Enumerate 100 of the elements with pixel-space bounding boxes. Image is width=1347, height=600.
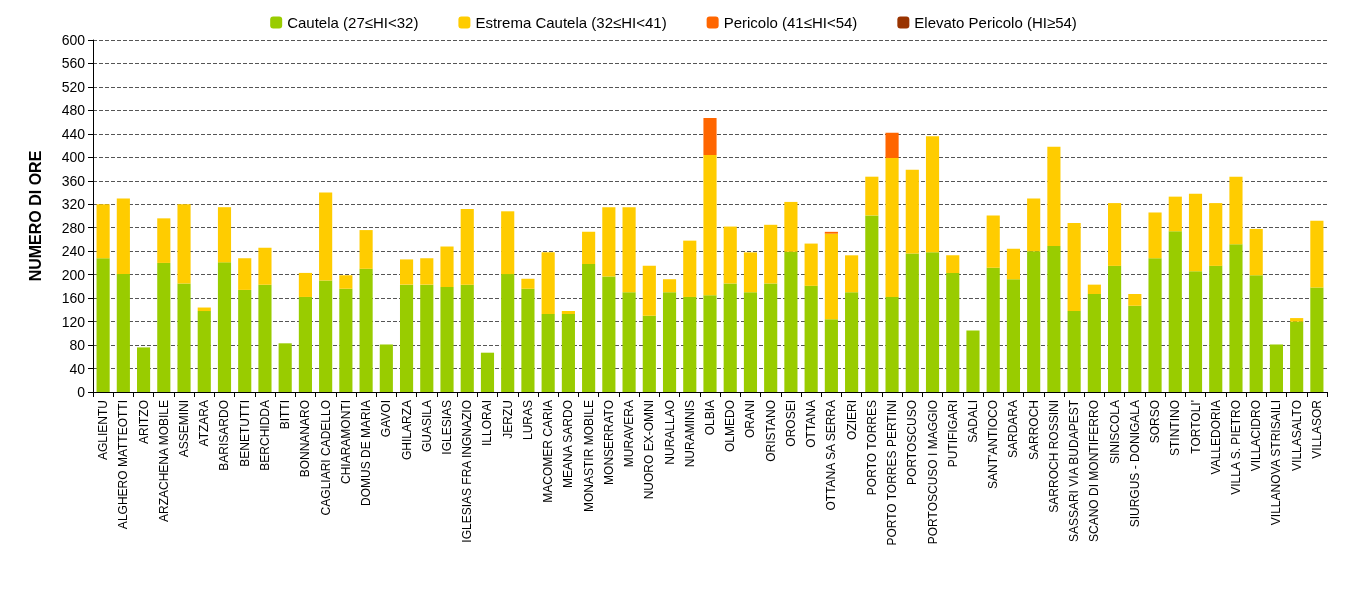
y-tick-label: 40: [69, 360, 86, 377]
bar: [1128, 305, 1142, 392]
bar: [824, 233, 838, 320]
y-tick-label: 160: [61, 290, 86, 307]
x-tick-label: ARITZO: [136, 400, 151, 444]
bar: [966, 330, 980, 392]
x-tick-label: SINISCOLA: [1107, 400, 1122, 465]
bar: [1087, 294, 1101, 392]
bar: [743, 292, 758, 392]
bar: [1310, 220, 1324, 288]
y-tick-label: 480: [61, 102, 86, 119]
x-tick-label: ATZARA: [197, 400, 212, 447]
x-tick-label: VILLANOVA STRISAILI: [1269, 400, 1284, 526]
bar: [319, 192, 333, 281]
x-tick-label: PORTOSCUSO: [905, 400, 920, 485]
bar: [137, 347, 151, 392]
bar: [946, 272, 960, 392]
x-tick-label: ORANI: [743, 400, 758, 439]
bar: [683, 240, 697, 297]
bar: [1229, 244, 1243, 392]
legend-label: Cautela (27≤HI<32): [287, 14, 419, 31]
x-tick-label: DOMUS DE MARIA: [359, 400, 374, 507]
x-tick-label: NURAMINIS: [682, 400, 697, 468]
bar: [1108, 203, 1122, 266]
bar: [602, 207, 616, 277]
x-tick-label: ILLORAI: [480, 400, 495, 447]
x-tick-label: SCANO DI MONTIFERRO: [1087, 400, 1102, 543]
x-tick-label: SARDARA: [1006, 400, 1021, 459]
y-tick-label: 560: [61, 55, 86, 72]
x-tick-label: VILLASOR: [1309, 399, 1324, 459]
x-tick-label: PORTOSCUSO I MAGGIO: [925, 400, 940, 545]
x-tick-label: MEANA SARDO: [561, 400, 576, 489]
bar: [420, 284, 434, 392]
bar: [359, 268, 373, 392]
bar: [238, 258, 252, 290]
x-tick-label: GAVOI: [379, 400, 394, 438]
bar: [1269, 344, 1283, 392]
x-tick-label: AGLIENTU: [96, 400, 111, 461]
x-tick-label: STINTINO: [1168, 400, 1183, 456]
y-tick-label: 600: [61, 32, 86, 48]
x-tick-label: BITTI: [278, 400, 293, 430]
bar: [925, 252, 940, 392]
bar: [865, 176, 879, 216]
bar: [96, 258, 110, 392]
bar: [764, 224, 778, 284]
x-tick-label: OTTANA SA SERRA: [824, 400, 839, 511]
bar: [1047, 146, 1061, 246]
x-tick-label: ASSEMINI: [177, 400, 192, 458]
bar: [217, 262, 232, 392]
x-tick-label: MACOMER CARIA: [541, 400, 556, 503]
bar: [1006, 248, 1021, 280]
bar: [622, 207, 636, 293]
x-tick-label: MURAVERA: [622, 400, 637, 468]
x-tick-label: PORTO TORRES: [864, 400, 879, 496]
bar: [986, 215, 1000, 268]
x-tick-label: CAGLIARI CADELLO: [318, 400, 333, 516]
y-tick-label: 280: [61, 219, 86, 236]
bar: [1087, 284, 1101, 295]
bar: [116, 274, 130, 392]
x-tick-label: ALGHERO MATTEOTTI: [116, 400, 131, 530]
x-tick-label: SARROCH ROSSINI: [1046, 400, 1061, 513]
bar: [582, 264, 596, 392]
bar: [197, 311, 211, 392]
x-tick-label: SORSO: [1148, 400, 1163, 444]
x-tick-label: OZIERI: [844, 400, 859, 441]
legend-label: Estrema Cautela (32≤HI<41): [475, 14, 667, 31]
bar: [642, 265, 656, 316]
bar: [379, 344, 393, 392]
bar: [541, 252, 555, 314]
bar: [399, 259, 414, 285]
bar: [703, 154, 717, 296]
bar: [157, 218, 171, 263]
x-tick-label: OLMEDO: [723, 400, 738, 453]
x-tick-label: VILLASALTO: [1289, 400, 1304, 471]
x-tick-label: VILLA S. PIETRO: [1228, 400, 1243, 495]
x-tick-label: IGLESIAS FRA INGNAZIO: [460, 400, 475, 543]
y-tick-label: 400: [61, 149, 86, 166]
bar: [1027, 251, 1041, 392]
bar: [1027, 198, 1041, 252]
bar: [1047, 245, 1061, 392]
x-tick-label: NURALLAO: [662, 400, 677, 465]
bar: [258, 247, 272, 285]
bar: [723, 226, 737, 284]
bar: [521, 278, 535, 289]
x-tick-label: LURAS: [520, 400, 535, 441]
x-tick-label: SARROCH: [1026, 400, 1041, 461]
bar: [420, 258, 434, 285]
bar: [440, 286, 454, 392]
bar: [258, 284, 272, 392]
bar: [1209, 265, 1223, 392]
y-tick-label: 120: [61, 313, 86, 330]
x-tick-label: JERZU: [500, 400, 515, 439]
bar: [480, 352, 495, 392]
x-tick-label: NUORO EX-OMNI: [642, 400, 657, 500]
y-axis-title: NUMERO DI ORE: [26, 150, 44, 282]
bar: [217, 207, 232, 263]
bar: [946, 255, 960, 273]
x-tick-label: PUTIFIGARI: [945, 400, 960, 468]
bar: [824, 319, 838, 392]
bar: [1067, 223, 1081, 312]
